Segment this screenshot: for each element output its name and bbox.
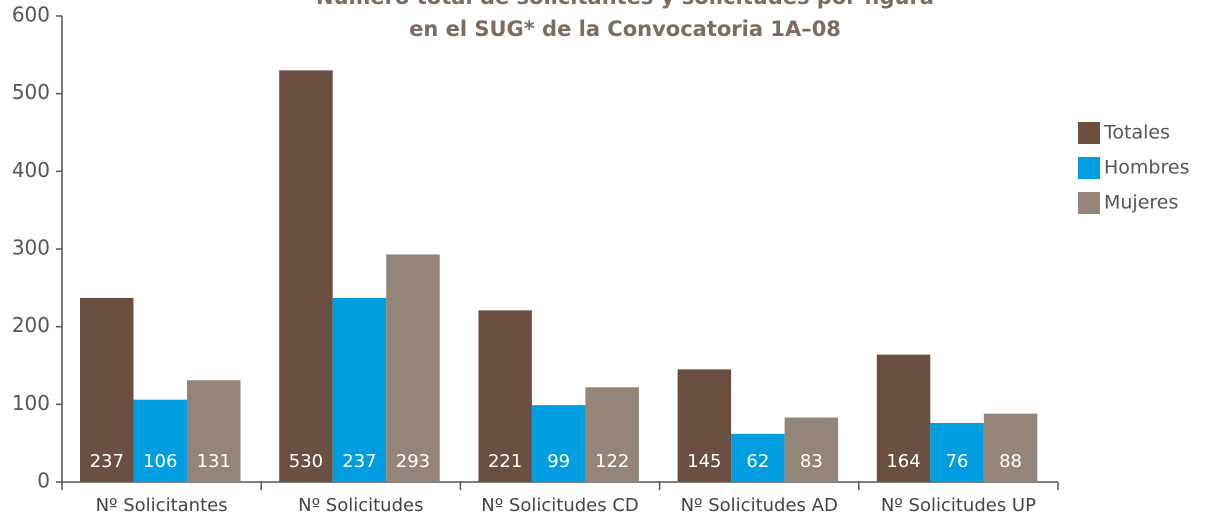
y-tick-label: 200 <box>12 313 50 337</box>
value-label: 237 <box>342 451 376 472</box>
x-tick-label: Nº Solicitudes CD <box>481 495 639 516</box>
value-label: 164 <box>886 451 920 472</box>
value-label: 62 <box>746 451 769 472</box>
bar <box>930 422 984 482</box>
bar <box>876 354 931 482</box>
y-tick-label: 500 <box>12 80 50 104</box>
legend-swatch <box>1078 122 1100 144</box>
value-label: 122 <box>595 451 629 472</box>
x-tick-label: Nº Solicitudes AD <box>681 495 838 516</box>
legend-swatch <box>1078 157 1100 179</box>
value-label: 221 <box>488 451 522 472</box>
value-label: 237 <box>90 451 124 472</box>
value-label: 131 <box>197 451 231 472</box>
value-label: 106 <box>143 451 177 472</box>
bar <box>187 380 241 482</box>
bar <box>983 413 1038 482</box>
value-label: 88 <box>999 451 1022 472</box>
y-tick-label: 300 <box>12 236 50 260</box>
bar <box>386 254 440 482</box>
bar <box>478 310 532 482</box>
x-tick-label: Nº Solicitudes UP <box>881 495 1036 516</box>
chart-title: en el SUG* de la Convocatoria 1A–08 <box>409 17 841 41</box>
y-tick-label: 400 <box>12 158 50 182</box>
value-label: 76 <box>946 451 969 472</box>
bar <box>731 433 785 482</box>
legend-swatch <box>1078 192 1100 214</box>
y-tick-label: 0 <box>37 469 50 493</box>
bar <box>133 399 187 482</box>
legend-label: Totales <box>1103 122 1170 144</box>
value-label: 293 <box>396 451 430 472</box>
bar <box>585 387 639 482</box>
value-label: 83 <box>800 451 823 472</box>
bar <box>279 70 333 482</box>
bar <box>531 405 586 482</box>
value-label: 99 <box>547 451 570 472</box>
x-tick-label: Nº Solicitudes <box>298 495 423 516</box>
legend-label: Hombres <box>1104 157 1189 179</box>
y-tick-label: 600 <box>12 3 50 27</box>
bar <box>677 369 732 482</box>
value-label: 145 <box>687 451 721 472</box>
value-label: 530 <box>289 451 323 472</box>
y-tick-label: 100 <box>12 391 50 415</box>
bar <box>784 417 839 482</box>
bar <box>332 297 387 482</box>
bar <box>80 297 134 482</box>
x-tick-label: Nº Solicitantes <box>96 495 228 516</box>
legend-label: Mujeres <box>1104 192 1178 214</box>
chart-title: Número total de solicitantes y solicitud… <box>316 0 934 9</box>
